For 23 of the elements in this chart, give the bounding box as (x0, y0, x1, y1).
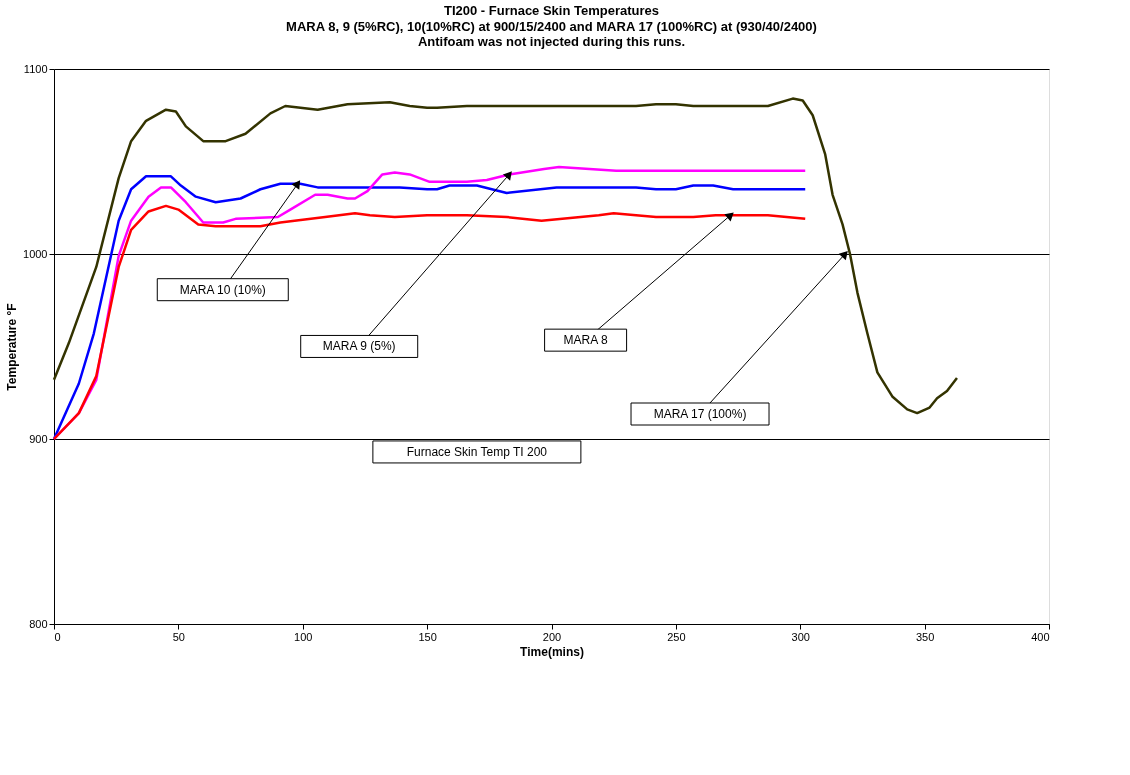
x-tick-label: 350 (915, 630, 935, 643)
x-tick-label: 200 (542, 630, 562, 643)
x-tick-label: 250 (667, 630, 686, 643)
annotation: MARA 9 (5%) (322, 339, 396, 354)
text: MARA 8, 9 (5%RC), 10(10%RC) at 900/15/2400 and MARA 17 (100%RC) at (930/40/2400) (286, 19, 817, 34)
annotation: MARA 17 (100%) (653, 407, 747, 421)
x-tick-label: 0 (54, 630, 61, 643)
annotation: Furnace Skin Temp TI 200 (406, 444, 548, 459)
y-axis-title: Temperature °F (5, 303, 20, 391)
chart-title: TI200 - Furnace Skin Temperatures (443, 3, 660, 18)
x-tick-label: 150 (418, 630, 437, 643)
y-tick-label: 800 (29, 617, 48, 630)
y-tick-label: 1000 (23, 247, 48, 260)
y-tick-label: 900 (29, 432, 48, 445)
x-axis-title: Time(mins) (520, 644, 584, 659)
annotation: MARA 10 (10%) (179, 282, 266, 297)
text: Antifoam was not injected during this runs. (417, 34, 686, 49)
y-tick-label: 1100 (23, 62, 48, 75)
x-tick-label: 100 (294, 630, 313, 643)
x-tick-label: 50 (172, 630, 185, 643)
x-tick-label: 400 (1031, 630, 1050, 643)
x-tick-label: 300 (791, 630, 810, 643)
annotation: MARA 8 (563, 333, 608, 348)
